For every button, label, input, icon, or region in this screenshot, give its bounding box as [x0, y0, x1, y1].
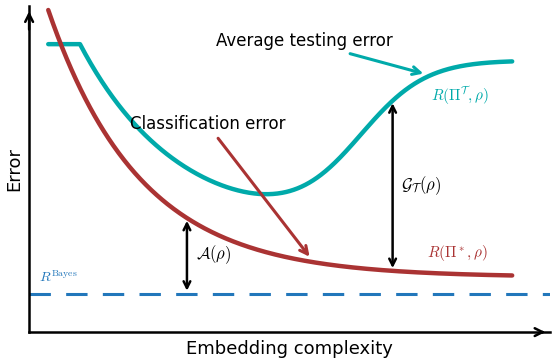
Y-axis label: Error: Error: [6, 147, 23, 191]
Text: $R^{\mathrm{Bayes}}$: $R^{\mathrm{Bayes}}$: [39, 269, 77, 285]
Text: $\mathcal{A}(\rho)$: $\mathcal{A}(\rho)$: [196, 243, 231, 266]
Text: $R(\Pi^*, \rho)$: $R(\Pi^*, \rho)$: [427, 243, 488, 263]
Text: Average testing error: Average testing error: [216, 32, 420, 74]
Text: $\mathcal{G}_{\mathcal{T}}(\rho)$: $\mathcal{G}_{\mathcal{T}}(\rho)$: [401, 174, 441, 197]
Text: Classification error: Classification error: [130, 115, 307, 254]
X-axis label: Embedding complexity: Embedding complexity: [186, 340, 393, 359]
Text: $R(\Pi^{\mathcal{T}}, \rho)$: $R(\Pi^{\mathcal{T}}, \rho)$: [430, 85, 488, 107]
